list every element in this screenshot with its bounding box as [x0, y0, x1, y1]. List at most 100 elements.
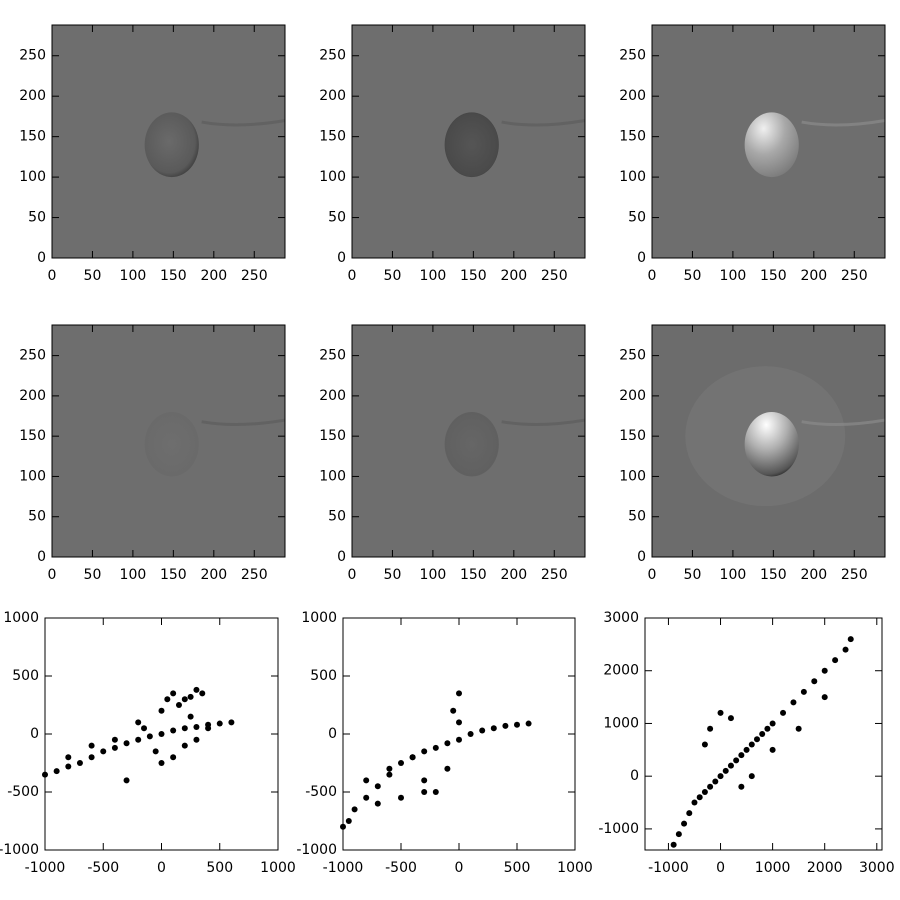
y-tick-label: 50 [628, 210, 646, 226]
y-tick-label: 100 [19, 468, 46, 484]
sunspot [144, 412, 199, 477]
point [53, 768, 60, 775]
x-tick-label: 150 [760, 567, 787, 583]
panel: 0 50 100 150 200 250 0 50 100 150 200 250 [619, 24, 886, 284]
point [722, 767, 729, 774]
y-tick-label: 0 [337, 250, 346, 266]
x-tick-label: 150 [460, 567, 487, 583]
x-tick-label: 0 [48, 268, 57, 284]
point [670, 841, 677, 848]
panel: -1000 -500 0 500 1000 -1000 -500 0 500 1000 [0, 610, 296, 876]
y-tick-label: 0 [637, 549, 646, 565]
filament [501, 118, 586, 127]
point [738, 783, 745, 790]
point [158, 760, 165, 766]
y-tick-label: 100 [619, 468, 646, 484]
y-tick-label: 1000 [3, 610, 39, 626]
x-tick-label: 200 [800, 268, 827, 284]
point [444, 740, 451, 747]
point [205, 725, 212, 732]
y-tick-label: 100 [619, 169, 646, 185]
point [712, 778, 719, 785]
point [187, 713, 194, 720]
x-tick-label: -500 [87, 860, 119, 876]
y-tick-label: 0 [30, 726, 39, 742]
x-tick-label: 200 [500, 268, 527, 284]
x-tick-label: 150 [160, 567, 187, 583]
plot-background [343, 618, 575, 850]
point [780, 709, 787, 716]
point [164, 696, 171, 703]
filament [801, 118, 886, 127]
point [821, 694, 828, 701]
x-tick-label: 100 [420, 567, 447, 583]
x-tick-label: 100 [720, 567, 747, 583]
x-tick-label: 1000 [260, 860, 296, 876]
filament [201, 118, 286, 127]
y-tick-label: 100 [319, 468, 346, 484]
y-tick-label: 200 [19, 88, 46, 104]
point [181, 725, 188, 732]
x-tick-label: 0 [348, 268, 357, 284]
x-tick-label: 200 [800, 567, 827, 583]
y-tick-label: 200 [319, 388, 346, 404]
point [759, 731, 766, 737]
x-tick-label: 250 [541, 567, 568, 583]
y-tick-label: 150 [319, 428, 346, 444]
point [170, 727, 177, 734]
axes-frame [351, 24, 586, 259]
y-tick-label: -500 [7, 784, 39, 800]
x-tick-label: 50 [84, 268, 102, 284]
y-tick-label: 500 [12, 668, 39, 684]
point [374, 783, 381, 790]
point [158, 707, 165, 714]
point [88, 742, 95, 749]
point [795, 725, 802, 732]
y-tick-label: 200 [619, 388, 646, 404]
point [753, 736, 760, 743]
x-tick-label: 200 [500, 567, 527, 583]
point [135, 736, 142, 743]
axes-frame [351, 324, 586, 558]
point [111, 736, 118, 743]
x-tick-label: 0 [716, 860, 725, 876]
y-tick-label: -1000 [598, 821, 639, 837]
x-tick-label: 50 [384, 268, 402, 284]
point [514, 721, 520, 728]
point [479, 727, 486, 734]
axes-frame [644, 617, 883, 851]
x-tick-label: 0 [648, 268, 657, 284]
y-tick-label: 150 [19, 129, 46, 145]
point [769, 720, 776, 727]
x-tick-label: 250 [541, 268, 568, 284]
y-tick-label: 100 [319, 169, 346, 185]
point [65, 763, 72, 770]
point [769, 746, 776, 753]
point [363, 777, 370, 784]
y-tick-label: 150 [319, 129, 346, 145]
panel: 0 50 100 150 200 250 0 50 100 150 200 250 [319, 324, 586, 583]
point [764, 725, 771, 732]
x-tick-label: 250 [241, 268, 268, 284]
point [727, 762, 734, 769]
point [398, 794, 404, 801]
x-tick-label: -1000 [25, 860, 66, 876]
point [748, 741, 755, 748]
point [65, 754, 72, 761]
point [743, 746, 750, 753]
point [701, 789, 708, 795]
y-tick-label: 0 [637, 250, 646, 266]
point [717, 773, 724, 780]
point [351, 806, 358, 813]
point [374, 800, 381, 807]
point [170, 754, 177, 761]
point [467, 731, 474, 737]
point [228, 719, 235, 726]
filament [201, 418, 286, 427]
x-tick-label: 150 [160, 268, 187, 284]
panel: -1000 -500 0 500 1000 -1000 -500 0 500 1000 [296, 610, 593, 876]
point [691, 799, 698, 806]
point [444, 765, 451, 772]
x-tick-label: 100 [120, 268, 147, 284]
sunspot [744, 112, 799, 178]
